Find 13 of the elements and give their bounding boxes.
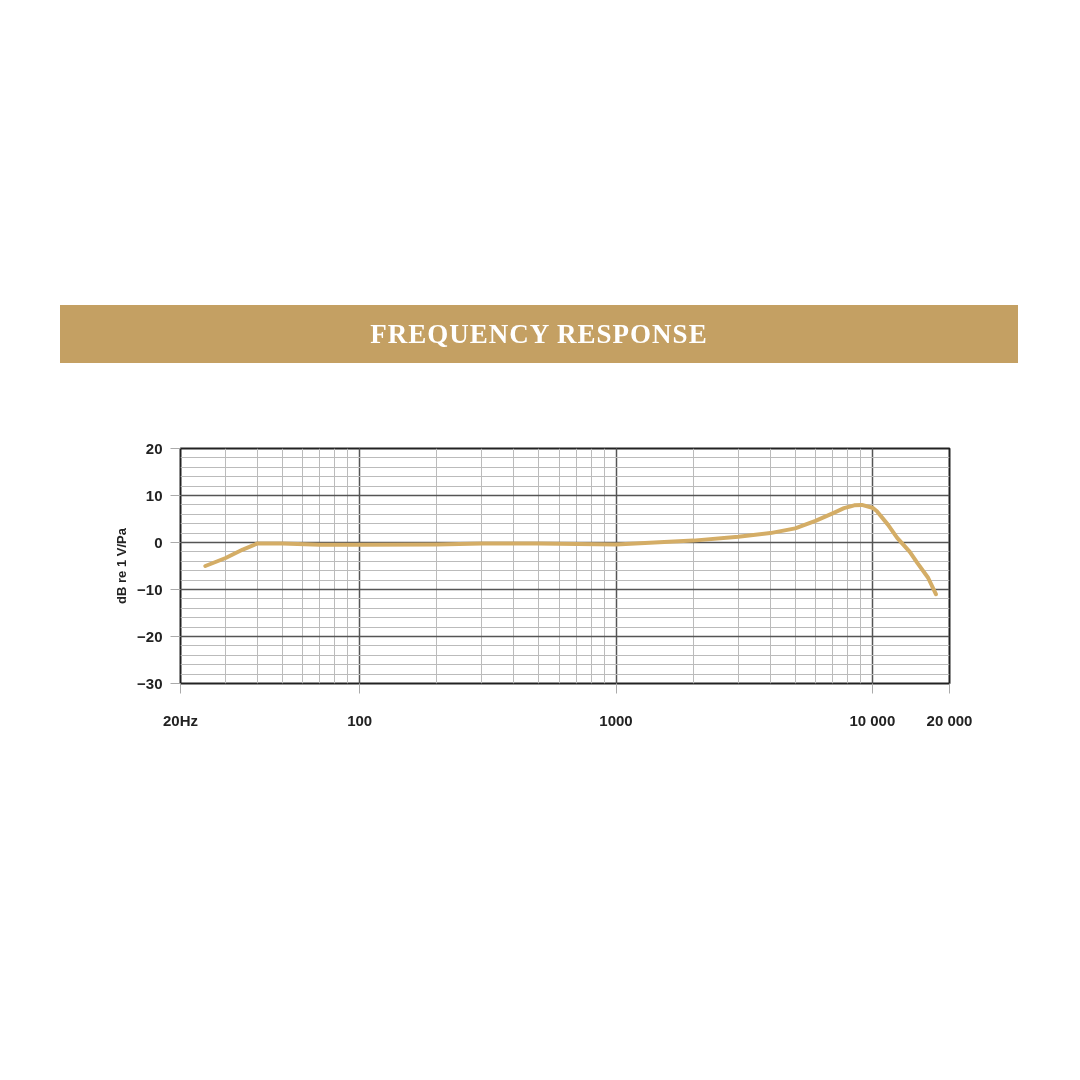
x-tick-label: 20 000 (926, 711, 973, 729)
x-tick-label: 10 000 (849, 711, 896, 729)
x-tick-label: 100 (347, 711, 373, 729)
y-tick-label: 20 (145, 439, 163, 457)
x-tick-label: 20Hz (162, 711, 199, 729)
y-axis-title: dB re 1 V/Pa (114, 527, 130, 604)
y-tick-label: −30 (137, 674, 163, 692)
y-tick-label: 0 (154, 533, 163, 551)
y-tick-label: −20 (137, 627, 163, 645)
chart-title: FREQUENCY RESPONSE (370, 318, 708, 351)
x-tick-label: 1000 (599, 711, 633, 729)
y-tick-label: 10 (145, 486, 163, 504)
y-tick-label: −10 (137, 580, 163, 598)
